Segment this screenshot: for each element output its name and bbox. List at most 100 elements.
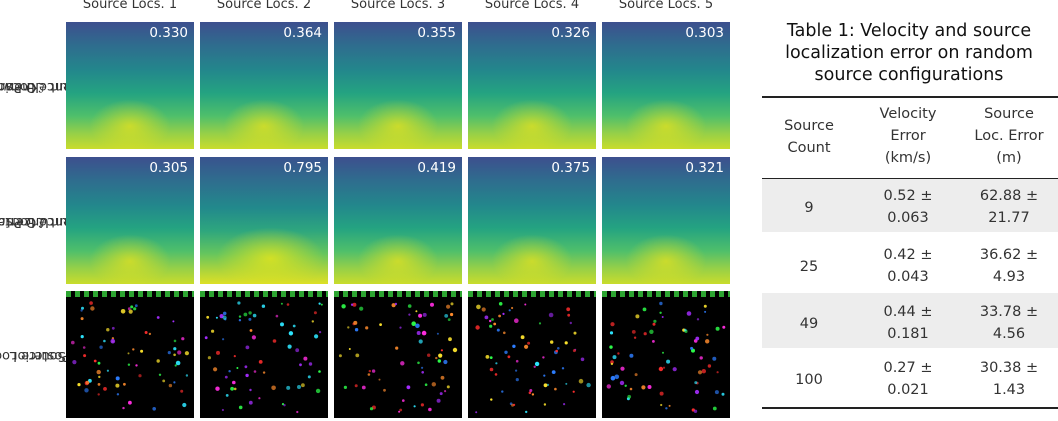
posterior-point [182,403,186,407]
posterior-point [316,389,320,393]
posterior-point [690,347,693,350]
posterior-point [419,339,423,343]
posterior-point [107,370,109,372]
posterior-point [687,311,692,316]
posterior-point [116,376,120,380]
posterior-point [112,327,115,330]
posterior-point [355,354,359,358]
posterior-point [453,348,457,352]
posterior-point [281,303,283,305]
posterior-point [495,362,497,364]
posterior-point [660,404,662,406]
posterior-panel-4 [468,291,596,418]
posterior-point [418,314,422,318]
receiver-markers [200,291,328,297]
posterior-point [490,398,492,400]
posterior-point [653,323,656,326]
posterior-point [129,310,133,314]
posterior-point [99,346,102,349]
posterior-point [216,317,218,319]
posterior-point [620,367,624,371]
velocity-panel-uncertain-1: 0.305 [66,157,194,284]
header-line: (km/s) [862,147,954,169]
posterior-point [447,385,450,388]
posterior-point [344,386,347,389]
posterior-point [289,331,293,335]
score-label: 0.419 [417,160,456,176]
posterior-point [673,367,677,371]
posterior-point [427,354,430,357]
cell-line: 0.063 [862,207,954,229]
posterior-point [565,383,567,385]
posterior-point [660,392,664,396]
posterior-point [425,383,428,386]
posterior-point [613,355,617,359]
posterior-point [177,350,181,354]
posterior-point [83,354,86,357]
posterior-point [128,307,131,310]
posterior-point [713,407,717,411]
posterior-point [149,333,151,335]
posterior-point [552,370,556,374]
posterior-point [353,321,357,325]
posterior-point [89,301,93,305]
posterior-point [705,339,709,343]
cell-line: 0.043 [862,266,954,288]
posterior-point [562,367,564,369]
cell-line: 1.43 [962,379,1056,401]
posterior-point [535,362,539,366]
table-title-line: localization error on random [768,42,1050,64]
posterior-point [722,326,725,329]
posterior-point [509,309,511,311]
posterior-point [610,331,613,334]
posterior-point [180,390,183,393]
posterior-point [421,371,424,374]
posterior-point [314,311,317,314]
posterior-point [662,316,664,318]
posterior-point [712,357,716,361]
posterior-point [503,332,506,335]
header-line: Error [862,125,954,147]
posterior-point [98,376,100,378]
posterior-point [451,302,454,305]
posterior-point [369,370,371,372]
posterior-point [630,388,633,391]
posterior-point [318,370,321,373]
posterior-point [629,354,633,358]
posterior-point [140,350,143,353]
posterior-point [244,313,248,317]
posterior-point [368,373,371,376]
table-cell-loc: 62.88 ±21.77 [962,185,1056,229]
posterior-point [441,376,445,380]
posterior-point [527,342,530,345]
posterior-point [421,403,424,406]
posterior-point [620,381,624,385]
table-header-velocity: Velocity Error (km/s) [862,103,954,169]
posterior-point [98,362,101,365]
posterior-point [659,312,661,314]
posterior-point [443,360,447,364]
posterior-point [133,307,136,310]
posterior-point [379,323,382,326]
posterior-point [408,304,412,308]
posterior-scatter [602,291,730,418]
posterior-point [236,367,238,369]
posterior-point [567,314,570,317]
posterior-point [482,307,486,311]
posterior-point [514,318,519,323]
posterior-point [497,329,500,332]
velocity-panel-uncertain-3: 0.419 [334,157,462,284]
row-label-uncertain: UncertainSource Locs. w/Gradient ℒΘ Prio… [0,157,66,284]
posterior-point [103,340,106,343]
velocity-panel-uncertain-2: 0.795 [200,157,328,284]
posterior-point [258,397,260,399]
table-cell-velocity: 0.42 ±0.043 [862,244,954,288]
posterior-point [573,391,575,393]
cell-line: 21.77 [962,207,1056,229]
posterior-point [223,312,227,316]
posterior-point [287,303,290,306]
posterior-point [339,354,342,357]
posterior-point [359,307,363,311]
cell-line: 0.42 ± [862,244,954,266]
posterior-point [395,347,398,350]
